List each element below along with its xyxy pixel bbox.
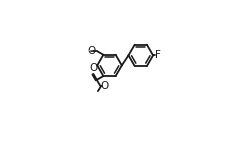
Text: methyl: methyl bbox=[89, 50, 94, 51]
Text: O: O bbox=[88, 46, 96, 56]
Text: O: O bbox=[101, 81, 109, 91]
Text: methyl_label2: methyl_label2 bbox=[97, 91, 107, 93]
Text: F: F bbox=[155, 50, 161, 60]
Text: O: O bbox=[89, 63, 98, 73]
